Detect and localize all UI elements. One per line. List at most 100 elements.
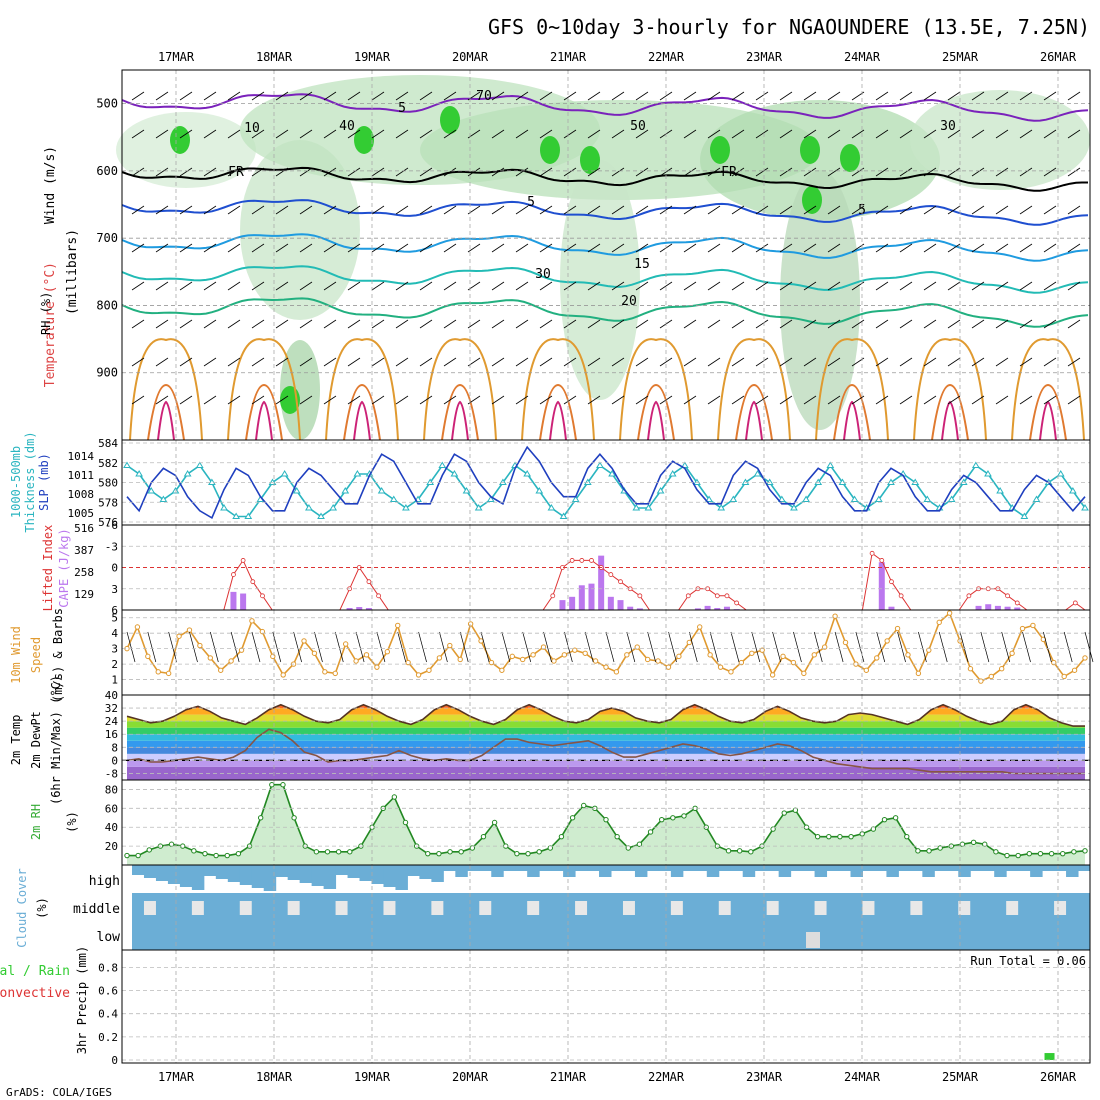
wind-barb bbox=[683, 129, 697, 139]
wind-barb bbox=[995, 129, 1009, 139]
lifted-index-point bbox=[966, 593, 972, 599]
panel-frames bbox=[121, 69, 1091, 1064]
thickness-line-point bbox=[1056, 470, 1065, 477]
isotherm-hot bbox=[941, 400, 959, 441]
wind-speed-line-point bbox=[145, 653, 151, 660]
thickness-line-point bbox=[232, 512, 241, 519]
wind-barb bbox=[995, 243, 1009, 253]
thickness-tick-label: 582 bbox=[98, 457, 118, 470]
wind-barb bbox=[323, 243, 337, 253]
lifted-tick-label: -6 bbox=[105, 519, 118, 532]
isotherm-15 bbox=[121, 265, 1089, 294]
wind-barb bbox=[203, 243, 217, 253]
wind-barb bbox=[131, 167, 145, 177]
wind-barb bbox=[275, 395, 289, 405]
temp2m-label-c: (6hr Min/Max) (°C) bbox=[49, 675, 63, 805]
wind-speed-line-point bbox=[676, 653, 682, 660]
contour-label: 20 bbox=[621, 294, 637, 309]
wind-barb bbox=[251, 205, 265, 215]
rh2m-line-point bbox=[558, 833, 565, 840]
wind-speed-line-point bbox=[186, 627, 193, 633]
wind-barb bbox=[347, 91, 361, 101]
wind-barb bbox=[635, 91, 649, 101]
cloud-high-bar bbox=[575, 865, 588, 871]
wind-barb bbox=[179, 167, 193, 177]
wind-barb bbox=[1067, 167, 1081, 177]
cloud-high-bar bbox=[263, 865, 277, 891]
wind-barb bbox=[323, 129, 337, 139]
contour-label: 5 bbox=[527, 195, 535, 210]
bottom-date-label: 26MAR bbox=[1040, 1070, 1077, 1084]
cloud-gap bbox=[239, 901, 252, 915]
precip-tick-label: 0.8 bbox=[98, 961, 118, 974]
rh2m-line-point bbox=[569, 815, 576, 821]
cape-bar bbox=[1014, 607, 1021, 610]
wind-barb bbox=[439, 631, 448, 663]
wind-barb bbox=[371, 167, 385, 177]
wind-barb bbox=[227, 91, 241, 101]
wind-barb bbox=[203, 129, 217, 139]
lifted-index-point bbox=[889, 579, 894, 585]
wind-barb bbox=[347, 357, 361, 367]
wind-barb bbox=[755, 205, 769, 215]
wind-barb bbox=[875, 395, 889, 405]
wind-speed-line-point bbox=[478, 638, 484, 644]
thickness-line-point bbox=[777, 495, 786, 502]
cape-bar bbox=[598, 555, 605, 610]
wind-barb bbox=[707, 357, 721, 367]
wind-barb bbox=[251, 281, 265, 291]
thickness-line-point bbox=[135, 470, 144, 477]
rh2m-label-b: (%) bbox=[65, 811, 79, 833]
wind-barb bbox=[131, 91, 145, 101]
wind-barb bbox=[419, 91, 433, 101]
wind-barb bbox=[1043, 631, 1052, 663]
cloud-high-bar bbox=[347, 865, 361, 878]
contour-label: FR bbox=[721, 165, 737, 180]
wind-barb bbox=[1067, 243, 1081, 253]
thickness-line-point bbox=[292, 487, 301, 494]
wind-barb bbox=[275, 205, 289, 215]
wind-barb bbox=[755, 91, 769, 101]
wind-barb bbox=[397, 631, 407, 663]
thickness-line-point bbox=[887, 478, 895, 485]
cape-bar bbox=[1004, 606, 1011, 610]
wind-barb bbox=[947, 167, 961, 177]
rh2m-line-point bbox=[514, 850, 520, 857]
thickness-line-point bbox=[814, 478, 823, 485]
cloud-high-bar bbox=[215, 865, 229, 879]
thickness-line-point bbox=[874, 495, 883, 502]
rh-high-area bbox=[170, 126, 190, 154]
wind-barb bbox=[971, 281, 985, 291]
rh2m-line-point bbox=[636, 841, 643, 847]
wind-barb bbox=[334, 631, 344, 663]
isotherm-warm bbox=[325, 338, 399, 441]
cloud-high-bar bbox=[491, 865, 504, 877]
thickness-line-point bbox=[280, 470, 289, 477]
cape-bar bbox=[230, 591, 237, 610]
cloud-high-bar bbox=[898, 865, 911, 871]
cloud-high-bar bbox=[862, 865, 875, 871]
temp-band bbox=[127, 753, 1085, 761]
cloud-gap bbox=[479, 901, 492, 915]
wind-barb bbox=[1043, 243, 1057, 253]
cloud-high-bar bbox=[311, 865, 325, 886]
wind10-tick-label: 3 bbox=[111, 643, 118, 656]
cloud-gap bbox=[335, 901, 348, 915]
wind-barb bbox=[251, 395, 265, 405]
wind-barb bbox=[323, 281, 337, 291]
wind-barb bbox=[1019, 91, 1033, 101]
cape-bar bbox=[723, 606, 730, 610]
wind-barb bbox=[899, 281, 913, 291]
cloud-gap bbox=[766, 901, 779, 915]
wind-barb bbox=[275, 319, 289, 329]
wind-speed-line-point bbox=[249, 618, 255, 624]
wind-barb bbox=[501, 631, 511, 663]
rh2m-line-point bbox=[146, 847, 152, 853]
temp-band bbox=[127, 708, 1085, 715]
rh2m-line-point bbox=[926, 848, 932, 854]
wind-barb bbox=[751, 631, 761, 663]
wind-barb bbox=[947, 281, 961, 291]
wind-speed-line-point bbox=[457, 656, 463, 663]
cape-tick-label: 387 bbox=[74, 544, 94, 557]
wind-barb bbox=[803, 319, 817, 329]
